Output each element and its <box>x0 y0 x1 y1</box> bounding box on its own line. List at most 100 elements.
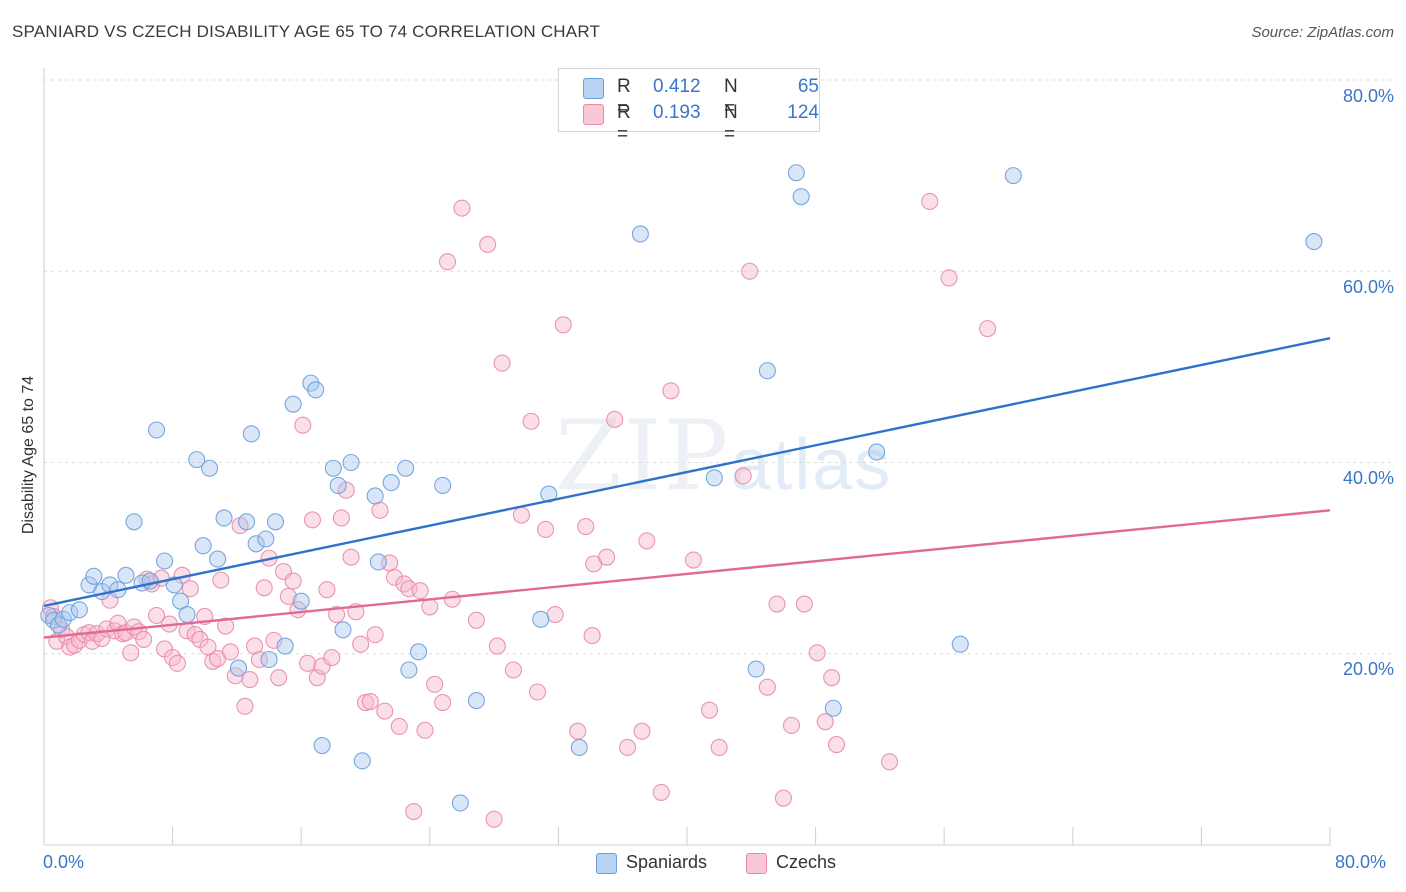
czechs-point <box>361 693 379 711</box>
czechs-point <box>434 693 452 712</box>
spaniards-points <box>40 164 1323 812</box>
czechs-point <box>734 467 752 485</box>
czechs-point <box>411 582 429 600</box>
spaniards-point <box>257 530 275 548</box>
czechs-point <box>528 683 547 701</box>
spaniards-point <box>353 752 371 770</box>
czechs-point <box>940 269 958 287</box>
czechs-point <box>376 702 394 720</box>
watermark-atlas: atlas <box>730 425 893 505</box>
czechs-point <box>270 669 288 687</box>
czechs-point <box>284 572 302 590</box>
czechs-point <box>554 316 572 334</box>
spaniards-point <box>141 572 159 590</box>
czechs-point <box>795 595 813 613</box>
czechs-point <box>212 571 230 589</box>
spaniards-legend-swatch <box>596 853 617 874</box>
spaniards-point <box>260 650 278 669</box>
legend-r-label: R = <box>617 102 631 145</box>
czechs-point <box>204 652 222 670</box>
czechs-point <box>583 627 601 645</box>
spaniards-point <box>409 643 428 661</box>
spaniards-legend-label: Spaniards <box>626 852 708 872</box>
axes <box>43 68 1331 846</box>
spaniards-point <box>147 421 166 439</box>
spaniards-n-value: 65 <box>797 76 819 97</box>
czechs-point <box>366 626 384 644</box>
czechs-point <box>774 789 793 807</box>
spaniards-point <box>324 459 342 477</box>
spaniards-point <box>156 552 174 570</box>
czechs-point <box>816 713 834 731</box>
czechs-point <box>250 650 268 669</box>
czechs-point <box>662 382 680 400</box>
czechs-point <box>493 354 511 372</box>
spaniards-point <box>868 443 886 461</box>
czechs-point <box>65 636 84 654</box>
spaniards-point <box>54 610 72 628</box>
x-tick-label-max: 80.0% <box>1335 852 1387 872</box>
czechs-point <box>684 551 702 569</box>
spaniards-point <box>787 164 805 182</box>
spaniards-point <box>61 604 79 622</box>
czechs-point <box>768 595 786 613</box>
spaniards-point <box>266 513 285 531</box>
czechs-r-value: 0.193 <box>653 102 701 123</box>
czechs-point <box>546 605 564 624</box>
spaniards-swatch <box>583 78 604 99</box>
spaniards-point <box>747 660 765 678</box>
spaniards-point <box>1004 167 1022 185</box>
spaniards-point <box>369 553 387 571</box>
czechs-point <box>246 637 264 655</box>
spaniards-point <box>194 537 212 555</box>
spaniards-point <box>532 610 550 628</box>
czechs-point <box>569 722 587 740</box>
czechs-point <box>782 716 801 735</box>
spaniards-point <box>284 395 302 413</box>
czechs-point <box>536 520 555 538</box>
spaniards-point <box>758 362 776 380</box>
spaniards-point <box>178 605 196 624</box>
czechs-legend-label: Czechs <box>776 852 837 872</box>
czechs-point <box>421 598 439 616</box>
czechs-point <box>279 587 297 605</box>
czechs-point <box>217 617 235 635</box>
spaniards-point <box>1305 233 1323 251</box>
spaniards-point <box>242 425 260 443</box>
czechs-point <box>416 721 434 739</box>
spaniards-point <box>85 567 103 585</box>
czechs-point <box>147 606 166 625</box>
czechs-point <box>512 506 530 524</box>
y-axis-label: Disability Age 65 to 74 <box>20 375 37 535</box>
spaniards-point <box>382 474 400 492</box>
czechs-point <box>633 722 651 740</box>
czechs-point <box>371 501 389 519</box>
legend-r-label: R = <box>617 76 631 119</box>
y-tick-label-40: 40.0% <box>1342 468 1394 488</box>
czechs-point <box>323 649 341 667</box>
spaniards-point <box>165 576 183 594</box>
czechs-point <box>880 753 899 771</box>
czechs-point <box>265 631 283 649</box>
czechs-point <box>236 697 254 715</box>
spaniards-point <box>209 550 227 568</box>
chart-title: SPANIARD VS CZECH DISABILITY AGE 65 TO 7… <box>12 22 601 41</box>
czechs-point <box>294 416 312 434</box>
spaniards-point <box>467 692 485 710</box>
czechs-point <box>390 717 408 735</box>
czechs-point <box>808 644 826 662</box>
czechs-n-value: 124 <box>787 102 819 123</box>
czechs-point <box>385 568 403 586</box>
spaniards-point <box>451 794 469 812</box>
czechs-point <box>758 678 776 696</box>
czechs-point <box>504 661 522 679</box>
czechs-point <box>827 736 846 754</box>
spaniards-point <box>215 509 233 527</box>
spaniards-point <box>334 621 352 639</box>
chart-source: Source: ZipAtlas.com <box>1251 24 1394 41</box>
czechs-point <box>710 738 728 757</box>
czechs-point <box>598 548 616 566</box>
spaniards-point <box>292 592 310 610</box>
spaniards-point <box>237 513 256 531</box>
spaniards-point <box>313 736 331 755</box>
